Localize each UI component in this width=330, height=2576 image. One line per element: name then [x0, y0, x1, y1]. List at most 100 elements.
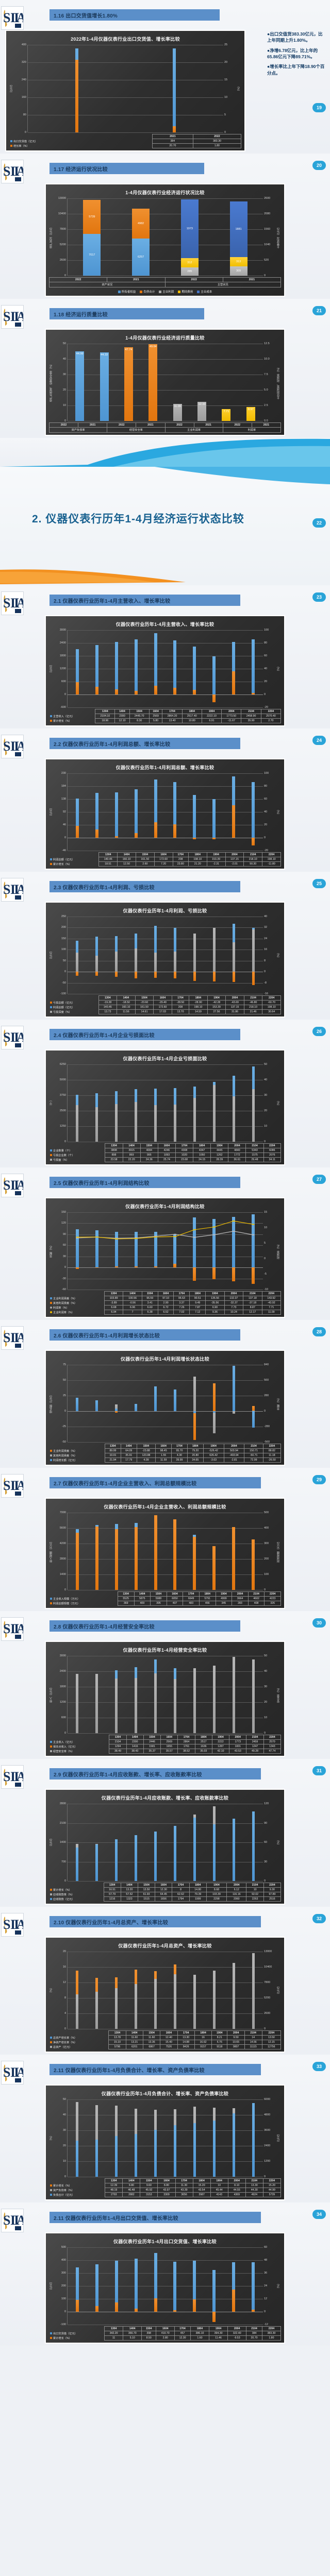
table-cell: -29.40 — [153, 1000, 172, 1005]
table-cell: 20.80 — [187, 1453, 204, 1458]
table-cell: 2458.90 — [241, 714, 261, 719]
y2-axis: 500 400 300 200 100 0 — [263, 1511, 276, 1591]
svg-text:A: A — [16, 1769, 23, 1784]
series-label: 主营收入（亿元） — [49, 714, 95, 719]
bar — [115, 1404, 118, 1411]
svg-text:A: A — [16, 1330, 23, 1345]
bar-group — [243, 917, 263, 994]
slide-heading-bar: 2.1 仪器仪表行业历年1-4月主营收入、增长率比较 — [50, 595, 240, 606]
y-axis-tick: 30 — [62, 2129, 66, 2132]
y2-axis: 13000 10400 7800 5200 2600 0 — [263, 1950, 276, 2030]
table-cell: 11.46 — [208, 2335, 228, 2341]
bar-group: 12.33 — [190, 344, 214, 421]
bar-group — [204, 630, 224, 707]
y2-axis-tick: 60 — [264, 654, 268, 657]
table-col-header: 2022 — [192, 134, 242, 139]
table-cell: 1416 — [126, 1744, 144, 1749]
table-cell: 12.10 — [114, 718, 130, 723]
bar — [212, 656, 216, 694]
bar — [252, 929, 255, 972]
table-cell: 869 — [122, 1153, 141, 1158]
bar — [95, 829, 98, 838]
table-cell: 4924 — [245, 2192, 263, 2197]
table-col-header: 2204 — [261, 2030, 282, 2036]
bar — [95, 1844, 98, 1881]
bar-group — [126, 917, 146, 994]
chart-s21: 1-4月仪器仪表行业经济运行质量比较 资产负债率、经营安全率（%） 50 40 30… — [46, 330, 284, 435]
bar-group — [204, 1513, 224, 1590]
table-cell: 13.30 — [177, 2035, 195, 2040]
table-cell: 14.88 — [177, 2040, 195, 2045]
bar — [75, 1229, 79, 1268]
bar — [252, 1953, 255, 2029]
page-number: 32 — [312, 1914, 326, 1923]
table-col-header: 1404 — [122, 2178, 141, 2183]
table-cell: 4.09 — [136, 1458, 156, 1463]
table-col-header: 1804 — [189, 1291, 206, 1296]
siia-logo: S I I A — [1, 1617, 24, 1641]
y-axis-tick: 10 — [62, 404, 66, 407]
bars-layer — [68, 1212, 263, 1290]
bar — [173, 640, 177, 694]
bar-group — [126, 1656, 146, 1733]
svg-text:S: S — [3, 1621, 10, 1636]
svg-text:A: A — [16, 164, 23, 179]
svg-text:I: I — [10, 309, 15, 324]
bar-group — [243, 2247, 263, 2325]
y-axis-tick: 240 — [21, 78, 26, 81]
y-axis-tick: 0 — [64, 1732, 66, 1735]
bar-group: 8.97 — [239, 344, 263, 421]
bar — [115, 1839, 118, 1881]
page-number: 34 — [312, 2210, 326, 2219]
bar — [76, 2141, 79, 2177]
slide-s26: S I I A 2.4 仪器仪表行业历年1-4月企业亏损面比较 仪器仪表行业历年… — [0, 1020, 330, 1167]
y-axis: 6250 5000 3750 2500 1250 0 — [54, 1063, 67, 1143]
table-cell: 57.52 — [120, 1892, 138, 1897]
bar — [114, 792, 118, 838]
bar — [212, 799, 216, 838]
y-axis-tick: 3000 — [59, 629, 66, 632]
table-cell: 2446 — [143, 1739, 161, 1744]
page-number: 28 — [312, 1327, 326, 1336]
svg-text:A: A — [16, 882, 23, 897]
table-cell: 3808 — [105, 1148, 123, 1153]
bar-group — [146, 1064, 166, 1142]
table-cell: 1773 — [229, 1739, 247, 1744]
table-col-header: 1704 — [177, 2030, 195, 2036]
bar-group: 1973 312 285 — [166, 198, 214, 276]
bar — [232, 1657, 235, 1733]
table-row: 经营安全率（%） 38.49 38.43 35.37 35.57 38.52 35.03 42… — [49, 1749, 282, 1754]
y2-axis-tick: 8 — [264, 959, 266, 962]
table-cell: 12.50 — [117, 861, 136, 867]
table-cell: 6.94 — [104, 1310, 124, 1315]
table-cell: 6867 — [142, 2044, 161, 2049]
y2-axis-tick: 0 — [224, 131, 226, 134]
y2-axis-tick: 20 — [224, 61, 228, 64]
table-cell: 2060 — [226, 1896, 247, 1902]
table-cell: 2.80 — [156, 2335, 175, 2341]
table-cell: 62.62 — [172, 1892, 190, 1897]
table-cell: 995 — [140, 1153, 158, 1158]
slide-heading: 2.9 仪器仪表行业历年1-4月应收账款、增长率、应收账款率比较 — [54, 1772, 202, 1778]
table-cell: 2569 — [148, 714, 163, 719]
table-col-header: 1604 — [155, 1444, 172, 1449]
bar — [193, 1668, 196, 1733]
bar-group — [204, 1365, 224, 1442]
table-cell: 369 — [117, 1601, 135, 1606]
svg-text:S: S — [3, 596, 10, 611]
y2-axis-tick: 20 — [264, 680, 268, 683]
table-col-header: 2104 — [244, 2030, 262, 2036]
bar — [135, 1835, 138, 1881]
table-cell: 626.42 — [203, 1453, 224, 1458]
table-cell: 11.59 — [155, 1458, 172, 1463]
table-row: 资产负债率（%） 48.19 46.48 45.92 43.97 43.39 43.54 45… — [49, 2188, 282, 2193]
table-col-header: 2021 — [107, 277, 166, 282]
stack-segment: 4982 — [132, 209, 150, 239]
y-axis-tick: 0 — [24, 131, 26, 134]
stack-segment: 6257 — [132, 238, 150, 276]
chart-container: 仪器仪表行业历年1-4月负债合计、增长率、资产负债率比较 （%） 50 40 30 2… — [45, 2084, 285, 2200]
bar-value-label: 309 — [236, 269, 241, 273]
bar-group — [126, 1513, 146, 1590]
y-axis: 50 40 30 20 10 0 — [54, 2098, 67, 2178]
bars-layer — [68, 773, 263, 851]
